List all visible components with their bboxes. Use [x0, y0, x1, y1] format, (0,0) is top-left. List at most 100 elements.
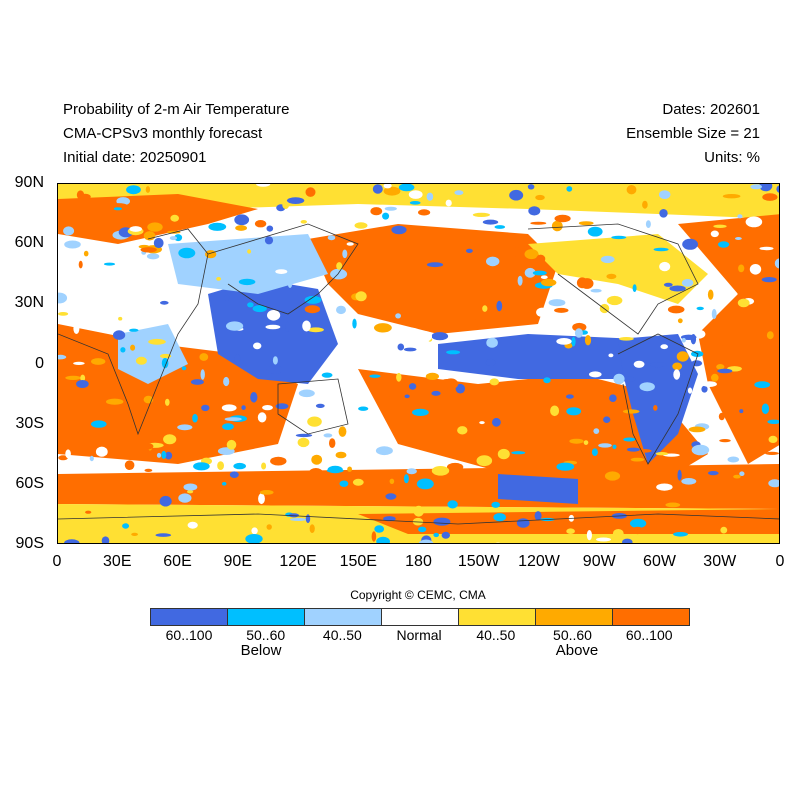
- probability-speckle: [305, 187, 316, 197]
- probability-speckle: [655, 452, 669, 456]
- probability-speckle: [298, 389, 315, 398]
- probability-speckle: [727, 456, 740, 463]
- probability-speckle: [660, 344, 668, 350]
- copyright: Copyright © CEMC, CMA: [350, 588, 486, 602]
- legend-swatch: [536, 609, 613, 625]
- probability-speckle: [494, 225, 506, 229]
- probability-speckle: [155, 533, 172, 537]
- probability-speckle: [673, 532, 688, 537]
- probability-speckle: [737, 289, 751, 298]
- probability-speckle: [622, 409, 640, 414]
- probability-speckle: [554, 307, 569, 313]
- probability-speckle: [403, 347, 417, 352]
- probability-speckle: [571, 336, 576, 347]
- probability-speckle: [600, 255, 615, 264]
- lon-label: 0: [52, 553, 62, 570]
- probability-speckle: [65, 375, 82, 380]
- probability-speckle: [329, 507, 346, 515]
- probability-speckle: [534, 511, 542, 521]
- probability-speckle: [656, 483, 673, 491]
- title-line-3: Initial date: 20250901: [63, 149, 207, 166]
- probability-speckle: [145, 186, 151, 193]
- probability-speckle: [640, 301, 645, 313]
- probability-speckle: [717, 368, 733, 374]
- probability-speckle: [305, 249, 317, 260]
- legend-swatch: [382, 609, 459, 625]
- probability-speckle: [486, 256, 500, 267]
- probability-speckle: [370, 207, 383, 216]
- probability-speckle: [371, 531, 377, 542]
- probability-speckle: [205, 268, 214, 277]
- probability-speckle: [496, 300, 503, 312]
- probability-speckle: [165, 451, 173, 460]
- probability-speckle: [307, 416, 322, 427]
- ensemble-size-label: Ensemble Size = 21: [626, 125, 760, 142]
- probability-speckle: [285, 321, 290, 332]
- probability-speckle: [497, 448, 510, 460]
- probability-speckle: [612, 444, 617, 449]
- probability-speckle: [224, 294, 230, 302]
- probability-speckle: [639, 382, 655, 392]
- probability-speckle: [604, 471, 621, 481]
- probability-speckle: [259, 490, 274, 495]
- probability-speckle: [126, 185, 141, 195]
- probability-map: [57, 183, 780, 544]
- lon-label: 0: [775, 553, 785, 570]
- probability-speckle: [297, 437, 310, 448]
- probability-speckle: [739, 471, 745, 477]
- probability-speckle: [251, 527, 258, 535]
- legend-label: 60..100: [625, 627, 673, 643]
- probability-speckle: [159, 495, 172, 507]
- lat-label: 30S: [15, 414, 44, 432]
- probability-speckle: [659, 209, 668, 218]
- antarctica-coast: [58, 513, 779, 525]
- probability-speckle: [543, 377, 551, 384]
- probability-speckle: [238, 278, 256, 286]
- probability-speckle: [72, 276, 87, 288]
- probability-speckle: [761, 277, 777, 283]
- probability-speckle: [632, 284, 637, 292]
- probability-speckle: [103, 262, 116, 266]
- probability-speckle: [256, 184, 271, 187]
- probability-speckle: [612, 529, 624, 538]
- probability-speckle: [235, 225, 248, 231]
- probability-speckle: [146, 253, 160, 260]
- probability-speckle: [101, 536, 110, 543]
- probability-speckle: [178, 493, 192, 503]
- probability-speckle: [619, 337, 634, 341]
- probability-speckle: [556, 338, 572, 345]
- probability-speckle: [591, 448, 598, 457]
- probability-speckle: [584, 335, 592, 346]
- probability-speckle: [492, 417, 501, 427]
- probability-speckle: [395, 313, 401, 319]
- probability-speckle: [645, 220, 651, 228]
- probability-speckle: [768, 435, 778, 443]
- probability-speckle: [205, 250, 217, 259]
- probability-speckle: [386, 463, 399, 469]
- probability-speckle: [767, 419, 779, 424]
- probability-speckle: [113, 330, 126, 340]
- probability-speckle: [701, 385, 708, 393]
- probability-speckle: [454, 190, 464, 196]
- equatorial-pacific-cold: [438, 334, 638, 379]
- probability-speckle: [330, 268, 348, 280]
- probability-speckle: [489, 191, 496, 197]
- probability-speckle: [465, 398, 482, 405]
- legend-label: 60..100: [165, 627, 213, 643]
- maritime-continent-cold: [208, 279, 338, 384]
- probability-speckle: [482, 305, 488, 312]
- probability-speckle: [147, 222, 163, 232]
- probability-speckle: [226, 321, 244, 331]
- probability-speckle: [267, 310, 281, 321]
- probability-speckle: [455, 383, 465, 394]
- probability-speckle: [491, 501, 501, 508]
- probability-speckle: [271, 522, 277, 531]
- probability-speckle: [649, 362, 667, 368]
- probability-speckle: [64, 539, 80, 543]
- probability-speckle: [754, 381, 771, 389]
- probability-speckle: [613, 373, 625, 385]
- probability-speckle: [187, 521, 198, 529]
- probability-speckle: [433, 532, 440, 538]
- probability-speckle: [445, 199, 452, 207]
- probability-speckle: [161, 357, 169, 369]
